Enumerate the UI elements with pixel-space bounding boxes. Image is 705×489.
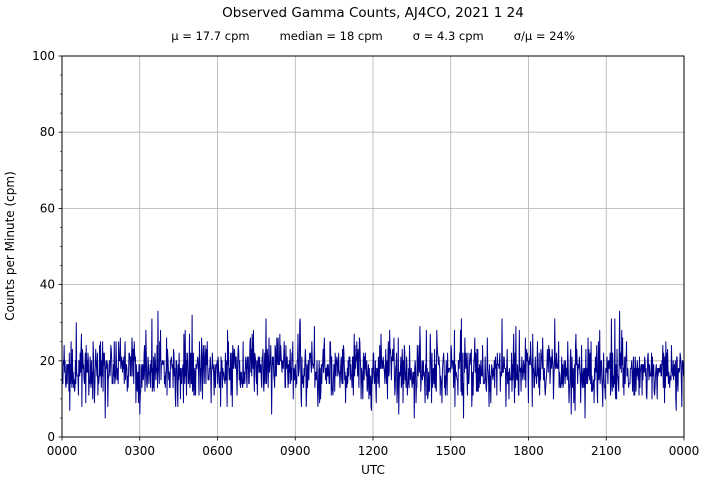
x-tick-label: 1200 (358, 444, 389, 458)
gamma-counts-trace (62, 310, 684, 419)
stat-sigma: σ = 4.3 cpm (412, 29, 484, 43)
x-tick-label: 0000 (47, 444, 78, 458)
axes-and-ticks: 0000 0300 0600 0900 1200 1500 1800 2100 00000204… (32, 49, 699, 458)
y-tick-label: 100 (32, 49, 55, 63)
stat-median: median = 18 cpm (279, 29, 383, 43)
x-tick-label: 1500 (435, 444, 466, 458)
x-tick-label: 1800 (513, 444, 544, 458)
stat-sigma-ratio: σ/μ = 24% (513, 29, 575, 43)
y-tick-label: 20 (40, 354, 55, 368)
y-axis-label: Counts per Minute (cpm) (3, 171, 17, 321)
chart-subtitle: μ = 17.7 cpm median = 18 cpm σ = 4.3 cpm… (62, 29, 684, 44)
chart-title: Observed Gamma Counts, AJ4CO, 2021 1 24 (222, 5, 524, 21)
y-tick-label: 80 (40, 125, 55, 139)
x-tick-label: 0900 (280, 444, 311, 458)
stat-mean: μ = 17.7 cpm (171, 29, 250, 43)
y-tick-label: 0 (47, 430, 55, 444)
x-tick-label: 0300 (124, 444, 155, 458)
y-tick-label: 40 (40, 278, 55, 292)
x-axis-label: UTC (361, 463, 385, 477)
x-tick-label: 2100 (591, 444, 622, 458)
x-tick-label: 0600 (202, 444, 233, 458)
x-tick-label: 0000 (669, 444, 700, 458)
y-tick-label: 60 (40, 201, 55, 215)
data-series (62, 310, 684, 419)
